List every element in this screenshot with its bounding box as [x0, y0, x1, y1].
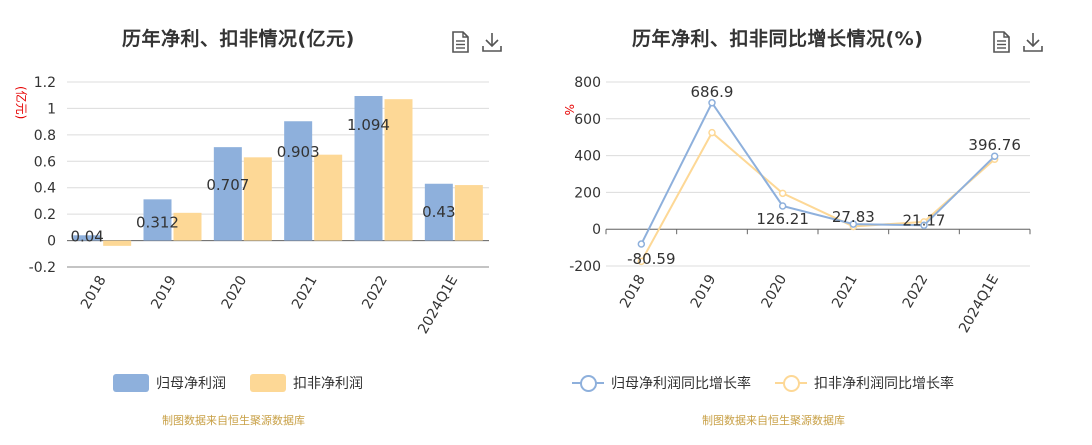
data-point	[708, 99, 716, 107]
line-legend: 归母净利润同比增长率 扣非净利润同比增长率	[572, 373, 968, 393]
bar	[314, 154, 343, 241]
data-point	[849, 220, 858, 228]
legend-swatch	[572, 374, 604, 392]
data-point	[637, 240, 646, 248]
y-tick-label: 0	[592, 222, 601, 238]
data-label: 0.707	[206, 176, 249, 194]
download-icon[interactable]	[1022, 30, 1044, 54]
y-tick-label: 600	[574, 112, 601, 128]
legend-swatch	[775, 374, 807, 392]
data-point	[708, 128, 716, 137]
x-tick-label: 2019	[688, 272, 720, 311]
bar	[384, 99, 413, 241]
y-tick-label: 1.2	[34, 75, 56, 91]
growth-rate-panel: 历年净利、扣非同比增长情况(%) % 800 600 400 200 0 -200 -80.…	[546, 0, 1092, 445]
data-label: 0.43	[422, 203, 455, 221]
chart-title: 历年净利、扣非情况(亿元)	[122, 28, 355, 50]
x-tick-label: 2024Q1E	[415, 273, 461, 337]
y-tick-label: 0.8	[34, 128, 56, 144]
y-tick-label: 0.2	[34, 207, 56, 223]
line-chart: 800 600 400 200 0 -200 -80.59 686.9 126.21 27.83 2…	[569, 75, 1031, 336]
y-tick-label: 0	[47, 234, 56, 250]
download-icon[interactable]	[481, 30, 503, 54]
legend-swatch	[113, 374, 149, 392]
data-label: 0.903	[277, 143, 320, 161]
data-point	[778, 202, 787, 210]
y-tick-label: 1	[47, 101, 56, 117]
data-label: -80.59	[627, 250, 675, 268]
data-label: 21.17	[903, 211, 946, 229]
document-icon[interactable]	[449, 30, 471, 54]
y-tick-label: 200	[574, 185, 601, 201]
document-icon[interactable]	[990, 30, 1012, 54]
data-source-note: 制图数据来自恒生聚源数据库	[162, 414, 305, 427]
y-tick-label: 0.6	[34, 154, 56, 170]
data-label: 0.04	[70, 228, 103, 246]
data-label: 0.312	[136, 213, 179, 231]
bar	[213, 147, 242, 241]
bar	[424, 183, 453, 241]
y-tick-label: 400	[574, 149, 601, 165]
bar	[73, 235, 102, 241]
series-line	[640, 100, 996, 245]
x-tick-label: 2018	[78, 273, 110, 312]
legend-label: 归母净利润	[156, 376, 226, 392]
data-label: 686.9	[691, 83, 734, 101]
bar	[284, 121, 313, 241]
legend-item-deducted-net-profit[interactable]: 扣非净利润	[250, 373, 363, 393]
x-tick-label: 2022	[900, 272, 932, 311]
net-profit-panel: 历年净利、扣非情况(亿元) (亿元) 1.2 1 0.8 0.6 0.4 0.2 0 -0.2…	[14, 28, 503, 427]
legend-label: 扣非净利润	[293, 376, 363, 392]
x-tick-label: 2020	[758, 272, 790, 311]
x-tick-label: 2018	[617, 272, 649, 311]
data-point	[920, 221, 928, 230]
x-tick-label: 2019	[148, 273, 180, 312]
data-label: 1.094	[347, 116, 390, 134]
bar-chart: 1.2 1 0.8 0.6 0.4 0.2 0 -0.2 0.04 2018 0.312 2019 0.…	[29, 75, 489, 337]
x-tick-label: 2021	[829, 272, 861, 311]
x-tick-label: 2024Q1E	[956, 272, 1002, 336]
data-label: 126.21	[756, 210, 809, 228]
y-tick-label: 800	[574, 75, 601, 91]
y-tick-label: 0.4	[34, 181, 56, 197]
legend-label: 归母净利润同比增长率	[611, 376, 751, 392]
bar	[354, 96, 383, 241]
series-line	[640, 131, 996, 262]
data-point	[778, 189, 787, 198]
legend-label: 扣非净利润同比增长率	[814, 376, 954, 392]
bar	[103, 240, 132, 246]
data-source-note: 制图数据来自恒生聚源数据库	[702, 414, 845, 427]
data-point	[637, 257, 646, 266]
bar-legend: 归母净利润 扣非净利润	[113, 373, 377, 393]
legend-swatch	[250, 374, 286, 392]
y-tick-label: -0.2	[29, 260, 56, 276]
data-label: 396.76	[968, 136, 1021, 154]
bar	[143, 199, 172, 241]
chart-title: 历年净利、扣非同比增长情况(%)	[632, 28, 924, 50]
legend-item-parent-net-profit[interactable]: 归母净利润	[113, 373, 226, 393]
x-tick-label: 2022	[359, 273, 391, 312]
x-tick-label: 2020	[219, 273, 251, 312]
bar	[243, 157, 272, 241]
data-point	[990, 152, 999, 160]
y-tick-label: -200	[569, 259, 601, 275]
legend-item-parent-growth[interactable]: 归母净利润同比增长率	[572, 373, 751, 393]
legend-item-deducted-growth[interactable]: 扣非净利润同比增长率	[775, 373, 954, 393]
bar	[454, 185, 483, 241]
bar	[173, 212, 202, 241]
data-label: 27.83	[832, 208, 875, 226]
x-tick-label: 2021	[289, 273, 321, 312]
